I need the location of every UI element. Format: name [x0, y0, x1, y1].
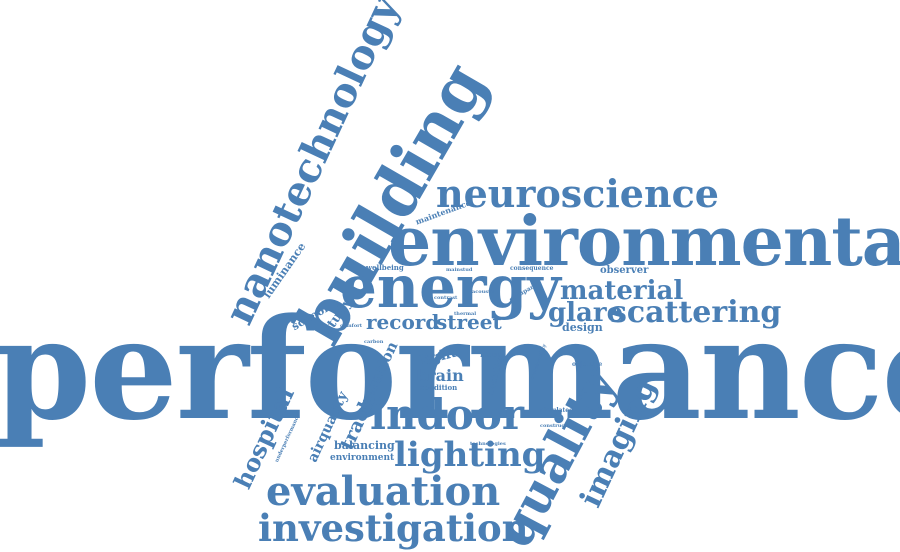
word-construction: construction	[540, 423, 576, 429]
word-issue: issue	[480, 349, 503, 359]
word-lighting: lighting	[394, 435, 546, 475]
word-scattering: scattering	[610, 295, 782, 330]
word-record: record	[366, 310, 440, 334]
word-simulated: simulated	[540, 407, 574, 414]
word-material: material	[560, 276, 684, 306]
word-balancing: balancing	[334, 439, 395, 452]
word-observer: observer	[600, 265, 649, 276]
word-investigation: investigation	[258, 506, 529, 550]
word-mainstud: mainstud	[446, 267, 473, 273]
word-performance: performance	[0, 287, 900, 451]
word-contrast: contrast	[434, 295, 458, 301]
word-neuroscience: neuroscience	[436, 171, 719, 216]
word-comfort: comfort	[340, 323, 363, 329]
word-acoustic: acoustic	[472, 289, 496, 295]
word-glare: glare	[548, 298, 624, 328]
word-technologies: technologies	[470, 441, 506, 447]
word-indoor: indoor	[370, 390, 525, 439]
word-energy: energy	[340, 253, 561, 321]
word-environmental: environmental	[388, 202, 900, 282]
word-environment: environment	[330, 453, 395, 463]
word-street: street	[436, 310, 502, 334]
word-condition: condition	[420, 383, 458, 392]
word-consequence: consequence	[510, 265, 554, 272]
word-wellbeing: wellbeing	[366, 263, 404, 272]
word-design: design	[562, 321, 603, 334]
word-brain: brain	[416, 366, 464, 385]
word-thermal: thermal	[454, 311, 477, 317]
word-carbon: carbon	[364, 339, 384, 345]
word-objective: objective	[572, 361, 603, 368]
word-evaluation: evaluation	[266, 468, 501, 515]
